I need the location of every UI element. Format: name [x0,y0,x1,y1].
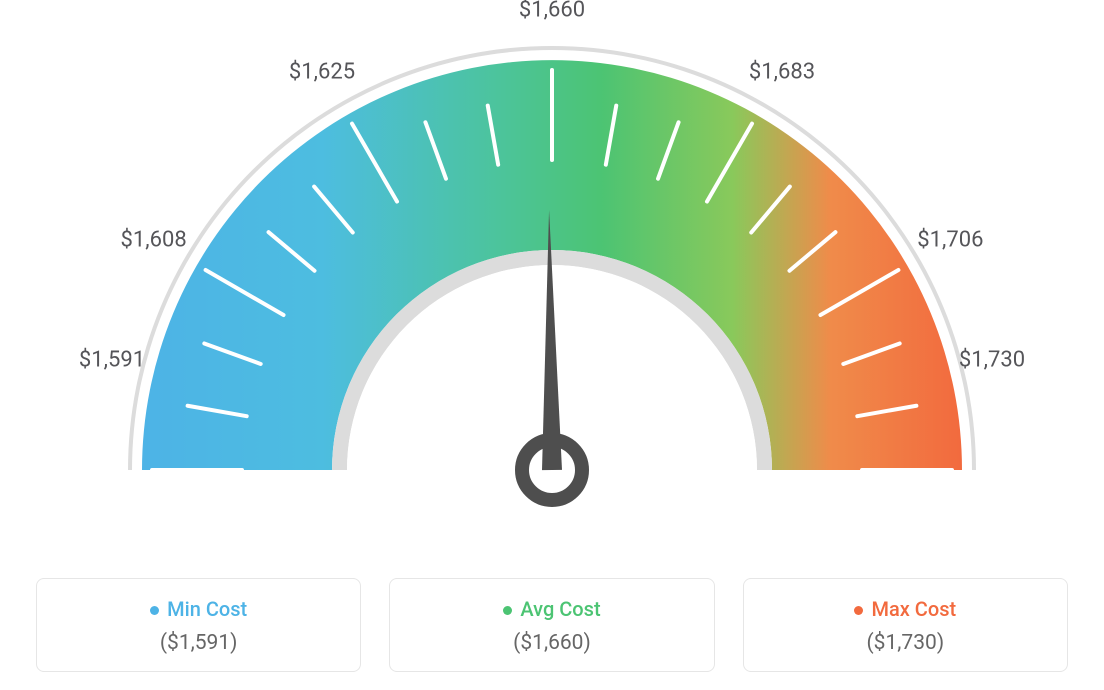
gauge-tick-label: $1,730 [959,348,1025,373]
gauge-chart: $1,591 $1,608 $1,625 $1,660 $1,683 $1,706 $1,7… [0,0,1104,560]
gauge-tick-label: $1,608 [121,228,187,253]
legend-title-text: Max Cost [871,597,956,621]
legend-row: Min Cost ($1,591) Avg Cost ($1,660) Max … [0,578,1104,672]
legend-card-max: Max Cost ($1,730) [743,578,1068,672]
dot-icon [150,606,159,615]
gauge-tick-label: $1,591 [79,348,145,373]
legend-title-min: Min Cost [47,597,350,621]
gauge-svg [0,0,1104,560]
legend-value-min: ($1,591) [47,631,350,655]
legend-title-text: Min Cost [167,597,247,621]
gauge-tick-label: $1,683 [749,59,815,84]
legend-title-max: Max Cost [754,597,1057,621]
legend-value-max: ($1,730) [754,631,1057,655]
gauge-tick-label: $1,706 [917,228,983,253]
dot-icon [503,606,512,615]
legend-title-avg: Avg Cost [400,597,703,621]
gauge-tick-label: $1,625 [289,59,355,84]
legend-title-text: Avg Cost [520,597,600,621]
legend-card-min: Min Cost ($1,591) [36,578,361,672]
legend-value-avg: ($1,660) [400,631,703,655]
legend-card-avg: Avg Cost ($1,660) [389,578,714,672]
dot-icon [854,606,863,615]
gauge-tick-label: $1,660 [519,0,585,23]
